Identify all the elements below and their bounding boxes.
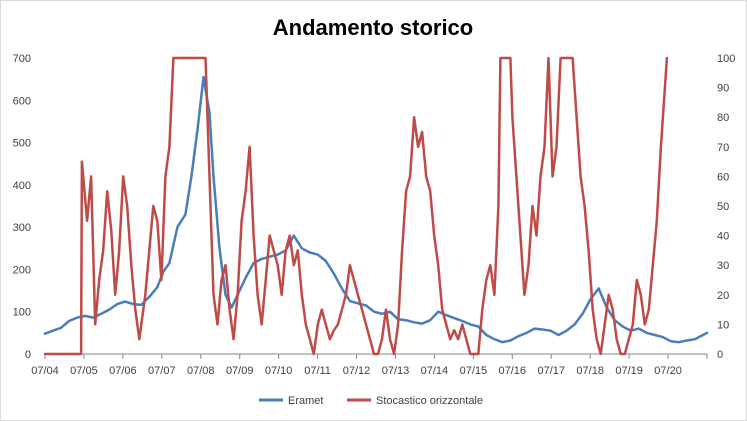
x-tick-label: 07/13 (382, 365, 410, 377)
legend: Eramet Stocastico orizzontale (259, 395, 483, 407)
y-right-tick-label: 80 (717, 112, 729, 124)
y-right-tick-label: 0 (717, 349, 723, 361)
y-right-tick-label: 40 (717, 231, 729, 243)
series-line-eramet (43, 75, 709, 344)
x-tick-label: 07/15 (460, 365, 488, 377)
y-left-tick-label: 200 (13, 264, 31, 276)
x-tick-label: 07/12 (343, 365, 371, 377)
y-left-tick-label: 700 (13, 53, 31, 65)
x-tick-label: 07/05 (70, 365, 98, 377)
x-tick-label: 07/06 (109, 365, 137, 377)
x-tick-label: 07/10 (265, 365, 293, 377)
x-tick-label: 07/11 (304, 365, 331, 377)
y-right-tick-label: 60 (717, 171, 729, 183)
x-tick-label: 07/20 (654, 365, 682, 377)
y-right-tick-label: 30 (717, 260, 729, 272)
legend-label-eramet: Eramet (288, 395, 323, 407)
y-right-tick-label: 90 (717, 83, 729, 95)
axes: 0 100 200 300 400 500 600 700 0 10 20 30 40 50 60 70 80 9… (13, 53, 736, 377)
x-tick-label: 07/04 (31, 365, 59, 377)
x-tick-label: 07/09 (226, 365, 254, 377)
y-right-tick-label: 20 (717, 290, 729, 302)
y-left-tick-label: 300 (13, 222, 31, 234)
y-right-tick-label: 70 (717, 142, 729, 154)
series-lines (43, 56, 709, 356)
x-tick-label: 07/08 (187, 365, 215, 377)
y-right-tick-label: 10 (717, 319, 729, 331)
chart-title: Andamento storico (273, 15, 473, 40)
y-left-tick-label: 600 (13, 95, 31, 107)
x-tick-label: 07/16 (499, 365, 527, 377)
y-left-tick-label: 100 (13, 307, 31, 319)
y-left-tick-label: 0 (25, 349, 31, 361)
y-left-tick-label: 400 (13, 180, 31, 192)
x-tick-label: 07/14 (421, 365, 449, 377)
x-tick-label: 07/18 (576, 365, 604, 377)
y-left-tick-label: 500 (13, 138, 31, 150)
x-tick-label: 07/07 (148, 365, 176, 377)
legend-label-stocastico: Stocastico orizzontale (376, 395, 483, 407)
x-tick-label: 07/19 (615, 365, 643, 377)
series-line-stocastico-orizzontale (43, 56, 669, 356)
x-tick-label: 07/17 (537, 365, 565, 377)
y-right-tick-label: 50 (717, 201, 729, 213)
y-right-tick-label: 100 (717, 53, 735, 65)
